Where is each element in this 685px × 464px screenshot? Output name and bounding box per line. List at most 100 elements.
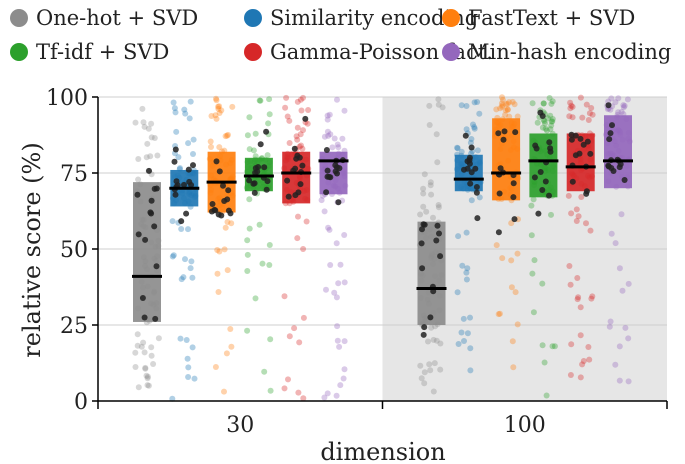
jitter-point [189,274,196,281]
jitter-point [544,115,551,122]
jitter-point [463,229,470,236]
jitter-point [293,133,300,140]
jitter-point [579,361,586,368]
jitter-point [574,275,581,281]
jitter-point [435,204,442,211]
jitter-point [294,136,301,143]
jitter-point [244,251,251,258]
jitter-point [607,318,614,325]
jitter-point [286,140,293,146]
jitter-point [625,335,632,342]
jitter-point [580,358,587,364]
sample-point [569,178,576,185]
sample-point [419,265,426,272]
jitter-point [427,367,434,374]
jitter-point [135,384,142,391]
sample-point [464,158,471,165]
jitter-point [244,237,251,244]
jitter-point [244,132,251,139]
y-tick-label-100: 100 [46,86,88,111]
jitter-point [503,101,510,108]
jitter-point [256,221,263,228]
jitter-point [549,118,556,125]
jitter-point [541,118,548,125]
sample-point [535,210,542,217]
jitter-point [214,247,221,253]
jitter-point [461,338,467,344]
box-min-hash-encoding-100 [604,115,632,189]
sample-point [419,226,425,233]
jitter-point [573,218,580,224]
sample-point [297,181,304,188]
sample-point [251,189,258,196]
jitter-point [427,182,434,189]
sample-point [218,212,225,219]
jitter-point [530,196,537,203]
jitter-point [589,293,596,300]
legend-label: One-hot + SVD [36,6,198,30]
jitter-point [337,382,344,389]
jitter-point [143,154,150,161]
jitter-point [224,132,230,139]
sample-point [254,168,261,175]
jitter-point [304,120,311,127]
sample-point [537,109,544,116]
sample-point [299,162,306,169]
sample-point [427,314,434,321]
jitter-point [300,314,307,321]
jitter-point [620,104,627,111]
jitter-point [334,141,341,148]
jitter-point [298,142,304,149]
jitter-point [190,151,196,157]
jitter-point [252,295,259,302]
jitter-point [435,202,442,208]
jitter-point [549,98,556,105]
jitter-point [585,117,592,123]
jitter-point [569,114,576,121]
jitter-point [566,263,573,269]
jitter-point [421,171,428,178]
sample-point [141,314,148,321]
sample-point [495,229,502,236]
sample-point [580,141,587,148]
sample-point [295,189,302,196]
jitter-point [216,110,223,116]
jitter-point [334,96,340,103]
jitter-point [300,127,306,134]
jitter-point [138,343,145,350]
jitter-point [172,109,179,116]
jitter-point [508,257,515,264]
sample-point [472,165,479,172]
jitter-point [250,147,257,154]
sample-point [609,122,615,129]
jitter-point [326,226,333,233]
jitter-point [213,115,220,122]
jitter-point [151,135,158,141]
sample-point [546,192,552,199]
sample-point [213,158,220,165]
jitter-point [421,369,428,376]
sample-point [323,189,330,196]
sample-point [510,180,517,187]
jitter-point [145,382,152,389]
jitter-point [619,287,626,294]
jitter-point [458,329,465,336]
jitter-point [266,96,273,103]
jitter-point [154,152,161,159]
jitter-point [514,113,521,120]
jitter-point [185,374,192,380]
sample-point [533,145,540,152]
sample-point [178,218,185,225]
jitter-point [547,112,554,119]
sample-point [583,190,590,197]
jitter-point [508,284,515,291]
jitter-point [579,114,586,121]
jitter-point [543,392,550,399]
x-tick-label-100: 100 [504,413,546,438]
jitter-point [266,242,273,248]
sample-point [495,130,502,137]
jitter-point [577,304,584,311]
jitter-point [325,224,332,231]
legend-item-min-hash-encoding: Min-hash encoding [442,40,671,64]
jitter-point [294,235,301,242]
